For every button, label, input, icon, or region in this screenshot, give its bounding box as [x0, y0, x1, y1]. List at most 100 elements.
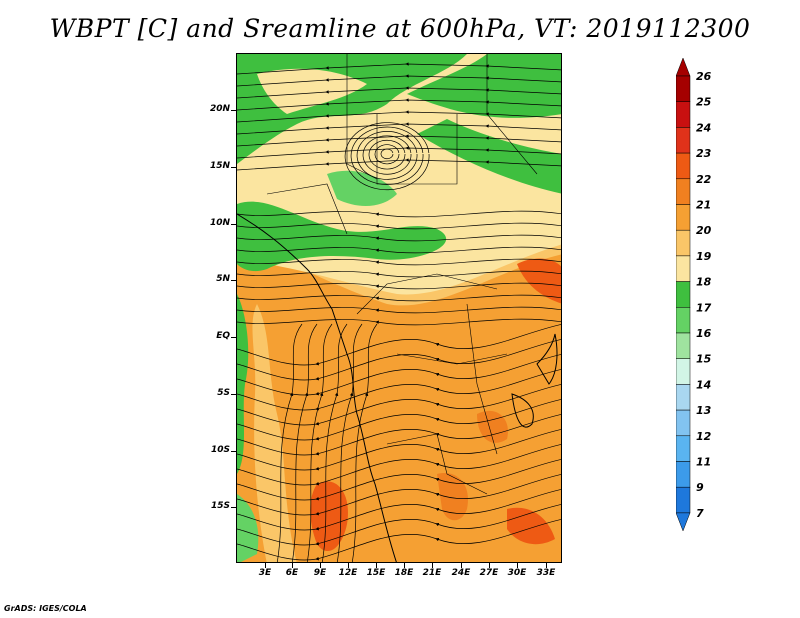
streamline — [306, 323, 333, 562]
streamline — [336, 323, 363, 562]
field-max-23-east — [517, 258, 561, 304]
map-field — [237, 54, 561, 562]
streamline — [368, 139, 406, 170]
streamline — [362, 135, 412, 175]
colorbar-label: 20 — [696, 224, 712, 237]
colorbar-swatch — [675, 332, 691, 359]
streamline — [237, 459, 561, 501]
streamline — [237, 222, 561, 230]
streamline — [237, 519, 561, 561]
colorbar-bottom-arrow — [675, 512, 691, 532]
colorbar-top-arrow — [675, 57, 691, 77]
streamline — [276, 323, 303, 562]
lon-label-15e: 15E — [366, 568, 386, 578]
lat-label-10s: 10S — [210, 445, 230, 455]
streamline — [237, 246, 561, 254]
lat-label-10n: 10N — [209, 218, 230, 228]
colorbar-label: 14 — [696, 378, 711, 391]
streamline — [237, 399, 561, 441]
streamline — [237, 282, 561, 290]
streamline — [237, 489, 561, 531]
lat-tick — [231, 451, 236, 452]
colorbar-label: 24 — [696, 121, 711, 134]
colorbar-swatch — [675, 409, 691, 437]
lat-tick — [231, 394, 236, 395]
colorbar-label: 25 — [696, 96, 712, 109]
lon-tick — [489, 563, 490, 568]
colorbar-label: 9 — [696, 481, 704, 494]
colorbar-swatch — [675, 127, 691, 154]
field-band-16-central — [327, 170, 397, 206]
streamline — [237, 429, 561, 471]
lon-tick — [376, 563, 377, 568]
streamline — [237, 110, 561, 123]
colorbar-label: 23 — [696, 147, 712, 160]
streamline — [237, 369, 561, 411]
colorbar-label: 16 — [696, 327, 712, 340]
colorbar-label: 19 — [696, 250, 712, 263]
grads-credit: GrADS: IGES/COLA — [4, 604, 87, 613]
colorbar-swatch — [675, 486, 691, 514]
colorbar-swatch — [675, 384, 691, 411]
lat-tick — [231, 167, 236, 168]
lat-tick — [231, 224, 236, 225]
colorbar-swatch — [675, 435, 691, 462]
streamline — [380, 148, 394, 159]
lon-label-18e: 18E — [394, 568, 414, 578]
colorbar-label: 26 — [696, 70, 712, 83]
streamline — [237, 414, 561, 456]
lat-tick — [231, 507, 236, 508]
colorbar: 26 25 24 23 22 21 20 19 18 17 16 15 14 13 12 11 9 7 — [675, 57, 756, 558]
colorbar-label: 11 — [696, 456, 711, 469]
streamline — [237, 258, 561, 266]
colorbar-label: 13 — [696, 404, 712, 417]
lon-tick — [432, 563, 433, 568]
colorbar-swatch — [675, 178, 691, 205]
streamline — [237, 384, 561, 426]
colorbar-label: 15 — [696, 353, 712, 366]
chart-title: WBPT [C] and Sreamline at 600hPa, VT: 20… — [49, 14, 751, 43]
streamline — [237, 270, 561, 278]
colorbar-label: 22 — [696, 173, 712, 186]
colorbar-swatches: 26 25 24 23 22 21 20 19 18 17 16 15 14 13 12 11 9 7 — [675, 57, 712, 532]
streamline — [356, 131, 418, 180]
streamline — [237, 98, 561, 111]
streamline — [321, 323, 348, 562]
colorbar-swatch — [675, 281, 691, 308]
colorbar-label: 12 — [696, 430, 712, 443]
field-band-17-central — [237, 201, 447, 272]
lon-label-3e: 3E — [258, 568, 272, 578]
lat-label-5n: 5N — [216, 274, 230, 284]
colorbar-swatch — [675, 461, 691, 488]
colorbar-swatch — [675, 255, 691, 282]
lon-tick — [404, 563, 405, 568]
field-band-20-west — [252, 304, 297, 562]
streamline — [237, 134, 561, 147]
streamline — [237, 234, 561, 242]
colorbar-swatch — [675, 229, 691, 257]
streamline — [237, 504, 561, 546]
streamline — [237, 339, 561, 381]
colorbar-label: 7 — [696, 507, 704, 520]
colorbar-swatch — [675, 152, 691, 180]
streamline — [237, 324, 561, 366]
lon-tick — [320, 563, 321, 568]
streamline — [374, 144, 400, 165]
lon-tick — [265, 563, 266, 568]
lat-label-5s: 5S — [217, 388, 230, 398]
streamline — [237, 354, 561, 396]
lat-label-15n: 15N — [209, 161, 230, 171]
lon-label-21e: 21E — [422, 568, 442, 578]
lon-label-6e: 6E — [285, 568, 299, 578]
lat-tick — [231, 280, 236, 281]
lon-tick — [517, 563, 518, 568]
streamline — [237, 74, 561, 87]
streamline — [237, 306, 561, 314]
colorbar-swatch — [675, 75, 691, 102]
lon-tick — [292, 563, 293, 568]
colorbar-swatch — [675, 358, 691, 385]
lat-tick — [231, 110, 236, 111]
lon-label-27e: 27E — [479, 568, 499, 578]
lon-label-30e: 30E — [507, 568, 527, 578]
streamline — [351, 323, 378, 562]
